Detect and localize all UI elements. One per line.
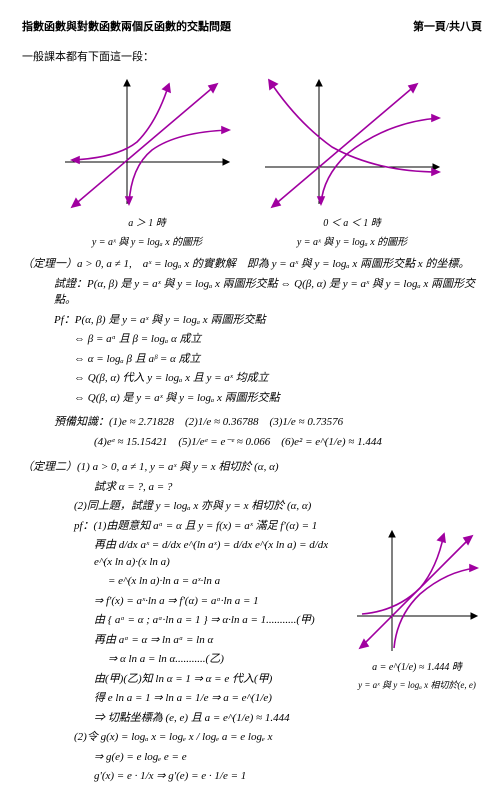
g2-cap2: y = aˣ 與 y = logₐ x 的圖形 (257, 235, 447, 250)
t2-l14: (2)令 g(x) = logₐ x = logₑ x / logₑ a = e… (74, 729, 340, 746)
t2-l13: ⇒ 切點坐標為 (e, e) 且 a = e^(1/e) ≈ 1.444 (94, 710, 340, 727)
t1-l4: ⇔ β = aᵅ 且 β = logₐ α 成立 (74, 331, 482, 348)
t1-l3: Pf：P(α, β) 是 y = aˣ 與 y = logₐ x 兩圖形交點 (54, 312, 482, 329)
t1-l7: ⇔ Q(β, α) 是 y = aˣ 與 y = logₐ x 兩圖形交點 (74, 390, 482, 407)
graph-3: a = e^(1/e) ≈ 1.444 時 y = aˣ 與 y = logₐ … (352, 526, 482, 693)
t2-l15: ⇒ g(e) = e logₑ e = e (94, 749, 340, 766)
t1-l2: 試證：P(α, β) 是 y = aˣ 與 y = logₐ x 兩圖形交點 ⇔… (54, 276, 482, 309)
t2-l2: 試求 α = ?, a = ? (94, 479, 340, 496)
t2-l6: = e^(x ln a)·ln a = aˣ·ln a (108, 573, 340, 590)
g3-cap2: y = aˣ 與 y = logₐ x 相切於(e, e) (352, 679, 482, 693)
t1-l5: ⇔ α = logₐ β 且 aᵝ = α 成立 (74, 351, 482, 368)
graph-2-svg (257, 72, 447, 212)
t2-l16: g'(x) = e · 1/x ⇒ g'(e) = e · 1/e = 1 (94, 768, 340, 785)
g2-cap1: 0 ＜ a ＜ 1 時 (257, 216, 447, 231)
t2-l8: 由 { aᵅ = α ; aᵅ·ln a = 1 } ⇒ α·ln a = 1.… (94, 612, 340, 629)
subtitle: 一般課本都有下面這一段： (22, 48, 482, 64)
t2-l7: ⇒ f'(x) = aˣ·ln a ⇒ f'(α) = aᵅ·ln a = 1 (94, 593, 340, 610)
t2-l5: 再由 d/dx aˣ = d/dx e^(ln aˣ) = d/dx e^(x … (94, 537, 340, 570)
graph-1: a ＞ 1 時 y = aˣ 與 y = logₐ x 的圖形 (57, 72, 237, 250)
g1-cap1: a ＞ 1 時 (57, 216, 237, 231)
g1-cap2: y = aˣ 與 y = logₐ x 的圖形 (57, 235, 237, 250)
graph-row-top: a ＞ 1 時 y = aˣ 與 y = logₐ x 的圖形 0 ＜ a ＜ … (22, 72, 482, 250)
graph-1-svg (57, 72, 237, 212)
t1-l6: ⇔ Q(β, α) 代入 y = logₐ x 且 y = aˣ 均成立 (74, 370, 482, 387)
t2-l1: （定理二）(1) a > 0, a ≠ 1, y = aˣ 與 y = x 相切… (22, 459, 340, 476)
pre-l1: 預備知識：(1)e ≈ 2.71828 (2)1/e ≈ 0.36788 (3)… (54, 414, 482, 431)
page-num: 第一頁/共八頁 (413, 18, 482, 34)
g3-cap1: a = e^(1/e) ≈ 1.444 時 (352, 660, 482, 675)
t1-l1: （定理一）a > 0, a ≠ 1, aˣ = logₐ x 的實數解 即為 y… (22, 256, 482, 273)
t2-l10: ⇒ α ln a = ln α...........(乙) (108, 651, 340, 668)
graph-2: 0 ＜ a ＜ 1 時 y = aˣ 與 y = logₐ x 的圖形 (257, 72, 447, 250)
t2-l11: 由(甲)(乙)知 ln α = 1 ⇒ α = e 代入(甲) (94, 671, 340, 688)
t2-l3: (2)同上題，試證 y = logₐ x 亦與 y = x 相切於 (α, α) (74, 498, 340, 515)
t2-l9: 再由 aᵅ = α ⇒ ln aᵅ = ln α (94, 632, 340, 649)
t2-l4: pf：(1)由題意知 aᵅ = α 且 y = f(x) = aˣ 滿足 f'(… (74, 518, 340, 535)
t2-l12: 得 e ln a = 1 ⇒ ln a = 1/e ⇒ a = e^(1/e) (94, 690, 340, 707)
graph-3-svg (352, 526, 482, 656)
doc-title: 指數函數與對數函數兩個反函數的交點問題 (22, 18, 231, 34)
pre-l2: (4)eᵉ ≈ 15.15421 (5)1/eᵉ = e⁻ᵉ ≈ 0.066 (… (94, 434, 482, 451)
